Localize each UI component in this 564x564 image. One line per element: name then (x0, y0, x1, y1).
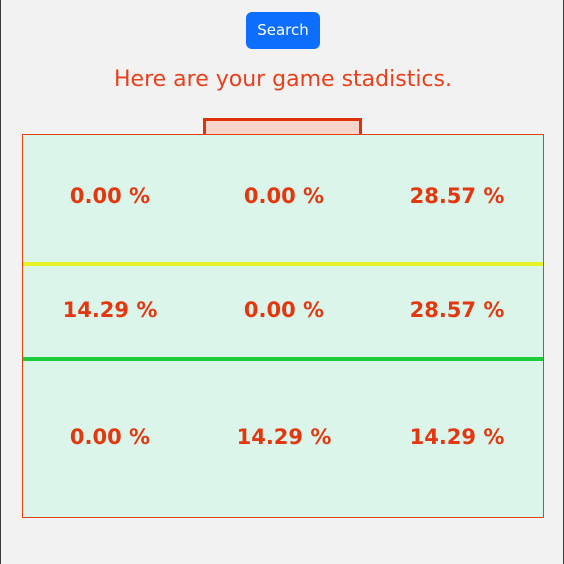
zone-stat-bottom-center: 14.29 % (236, 425, 332, 449)
zone-divider-lower (23, 357, 543, 361)
zone-stat-middle-center: 0.00 % (243, 298, 325, 322)
zone-stat-middle-left: 14.29 % (62, 298, 158, 322)
search-button[interactable]: Search (246, 12, 320, 49)
zone-stat-top-right: 28.57 % (409, 184, 505, 208)
page-title: Here are your game stadistics. (113, 67, 452, 92)
zone-stat-top-center: 0.00 % (243, 184, 325, 208)
zone-stat-middle-right: 28.57 % (409, 298, 505, 322)
zone-divider-upper (23, 262, 543, 266)
stats-field: 0.00 % 0.00 % 28.57 % 14.29 % 0.00 % 28.… (22, 134, 544, 518)
zone-stat-top-left: 0.00 % (69, 184, 151, 208)
zone-stat-bottom-left: 0.00 % (69, 425, 151, 449)
goal-area (203, 118, 362, 135)
zone-stat-bottom-right: 14.29 % (409, 425, 505, 449)
